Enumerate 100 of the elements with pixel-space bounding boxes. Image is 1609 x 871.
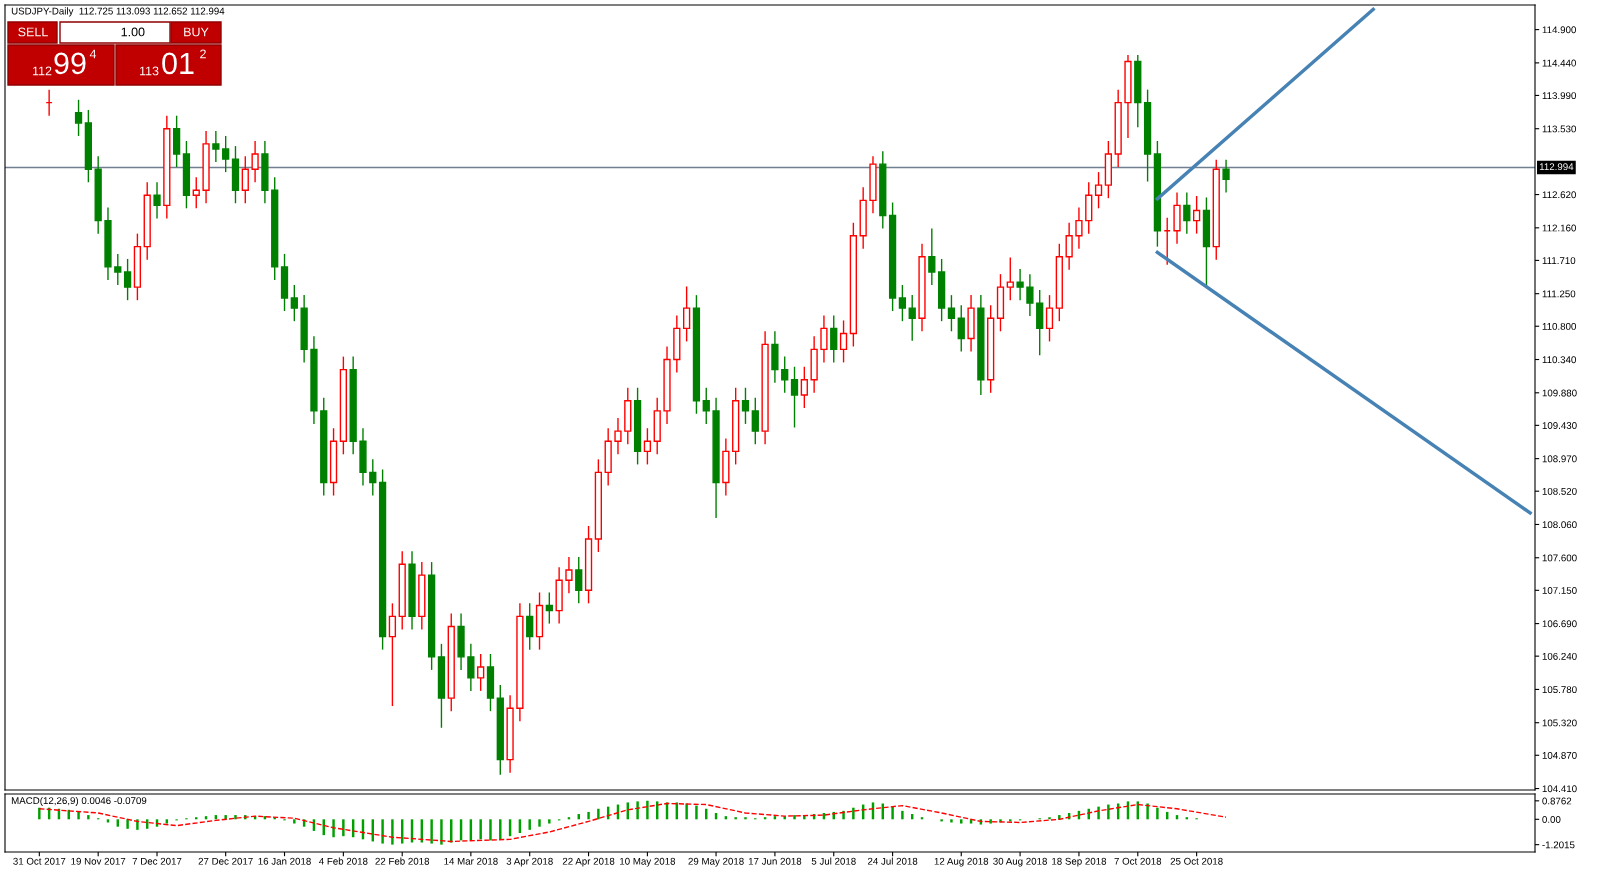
annotation: 01 xyxy=(162,52,194,75)
bar xyxy=(950,819,953,823)
candlestick xyxy=(643,427,652,466)
candlestick xyxy=(908,294,916,342)
candlestick xyxy=(251,140,259,183)
candlestick xyxy=(1183,191,1191,235)
candlestick xyxy=(1026,273,1034,317)
candlestick xyxy=(741,387,750,425)
candlestick xyxy=(123,258,132,301)
bar xyxy=(1107,804,1110,820)
y-tick-label: 113.530 xyxy=(1542,125,1576,133)
bar xyxy=(695,805,698,820)
candlestick xyxy=(928,227,936,286)
bar xyxy=(136,819,139,830)
annotation: 99 xyxy=(54,52,86,75)
y-tick-label: 109.430 xyxy=(1542,422,1577,429)
candlestick xyxy=(830,314,838,364)
annotation: 1.00 xyxy=(121,27,145,37)
bar xyxy=(793,815,796,820)
candlestick xyxy=(1192,195,1201,235)
y-tick-label: 111.250 xyxy=(1542,290,1576,298)
y-tick-label: 105.320 xyxy=(1542,719,1577,727)
bar xyxy=(87,815,90,820)
candlestick xyxy=(526,602,534,651)
annotation: BUY xyxy=(184,27,209,37)
x-tick-label: 25 Oct 2018 xyxy=(1170,857,1223,865)
candlestick xyxy=(575,556,583,605)
candlestick xyxy=(682,285,691,343)
candlestick xyxy=(545,591,553,625)
bar xyxy=(960,819,963,824)
candlestick xyxy=(388,602,397,707)
y-tick-label: 113.990 xyxy=(1542,92,1576,100)
bar xyxy=(1048,817,1051,820)
x-tick-label: 22 Feb 2018 xyxy=(375,857,430,865)
bar xyxy=(38,807,41,820)
y-tick-label: 110.340 xyxy=(1542,356,1576,364)
bar xyxy=(342,819,345,837)
y-tick-label: 107.600 xyxy=(1542,554,1577,562)
y-tick-label: 112.160 xyxy=(1542,224,1576,232)
candlestick xyxy=(1075,206,1083,250)
bar xyxy=(891,806,894,820)
annotation: 2 xyxy=(200,49,206,59)
y-tick-label: 108.520 xyxy=(1542,487,1577,495)
x-tick-label: 27 Dec 2017 xyxy=(198,857,253,865)
y-tick-label: -1.2015 xyxy=(1542,841,1575,849)
bar xyxy=(499,819,502,840)
bar xyxy=(538,819,541,827)
bar xyxy=(1146,803,1149,820)
candlestick xyxy=(957,304,965,353)
bar xyxy=(1156,807,1159,820)
x-tick-label: 5 Jul 2018 xyxy=(811,857,856,865)
y-tick-label: 112.620 xyxy=(1542,191,1576,199)
candlestick xyxy=(467,643,475,692)
candlestick xyxy=(74,99,83,137)
candlestick xyxy=(781,355,789,394)
bar xyxy=(528,819,531,830)
bar xyxy=(901,810,904,820)
bar xyxy=(165,819,169,824)
chart-title: MACD(12,26,9) 0.0046 -0.0709 xyxy=(11,796,147,806)
y-tick-label: 106.240 xyxy=(1542,652,1577,660)
candlestick xyxy=(192,176,200,209)
y-tick-label: 109.880 xyxy=(1542,389,1577,397)
y-tick-label: 106.690 xyxy=(1542,620,1577,628)
x-tick-label: 14 Mar 2018 xyxy=(444,857,498,865)
candlestick xyxy=(1016,268,1024,301)
bar xyxy=(126,819,129,829)
y-tick-label: 111.710 xyxy=(1542,257,1576,265)
candlestick xyxy=(212,130,220,163)
y-tick-label: 107.150 xyxy=(1542,587,1577,594)
bar xyxy=(636,801,639,820)
candlestick xyxy=(1222,159,1230,194)
bar xyxy=(479,819,482,840)
candlestick xyxy=(947,294,956,332)
x-tick-label: 31 Oct 2017 xyxy=(13,857,66,865)
x-tick-label: 4 Feb 2018 xyxy=(319,857,368,865)
x-tick-label: 7 Oct 2018 xyxy=(1114,857,1162,865)
candlestick xyxy=(702,387,710,425)
x-tick-label: 19 Nov 2017 xyxy=(71,857,126,865)
candlestick xyxy=(565,556,573,594)
bar xyxy=(989,819,992,824)
chart-title: USDJPY-Daily 112.725 113.093 112.652 112.994 xyxy=(11,7,225,17)
bar xyxy=(548,819,551,824)
x-tick-label: 18 Sep 2018 xyxy=(1052,857,1107,867)
y-tick-label: 104.410 xyxy=(1542,785,1577,793)
bar xyxy=(597,808,600,820)
y-tick-label: 105.780 xyxy=(1542,686,1577,694)
candlestick xyxy=(820,314,828,364)
y-tick-label: 110.800 xyxy=(1542,322,1576,330)
y-tick-label: 108.970 xyxy=(1542,455,1577,463)
candlestick xyxy=(1065,222,1073,271)
candlestick xyxy=(1094,171,1103,209)
y-tick-label: 114.900 xyxy=(1542,26,1576,34)
bar xyxy=(646,800,649,820)
candlestick xyxy=(241,155,249,204)
bar xyxy=(734,817,737,820)
bar xyxy=(744,817,747,820)
ref-line-label: 112.994 xyxy=(1539,163,1574,171)
candlestick xyxy=(153,181,161,220)
bar xyxy=(587,811,590,820)
bar xyxy=(940,819,943,822)
